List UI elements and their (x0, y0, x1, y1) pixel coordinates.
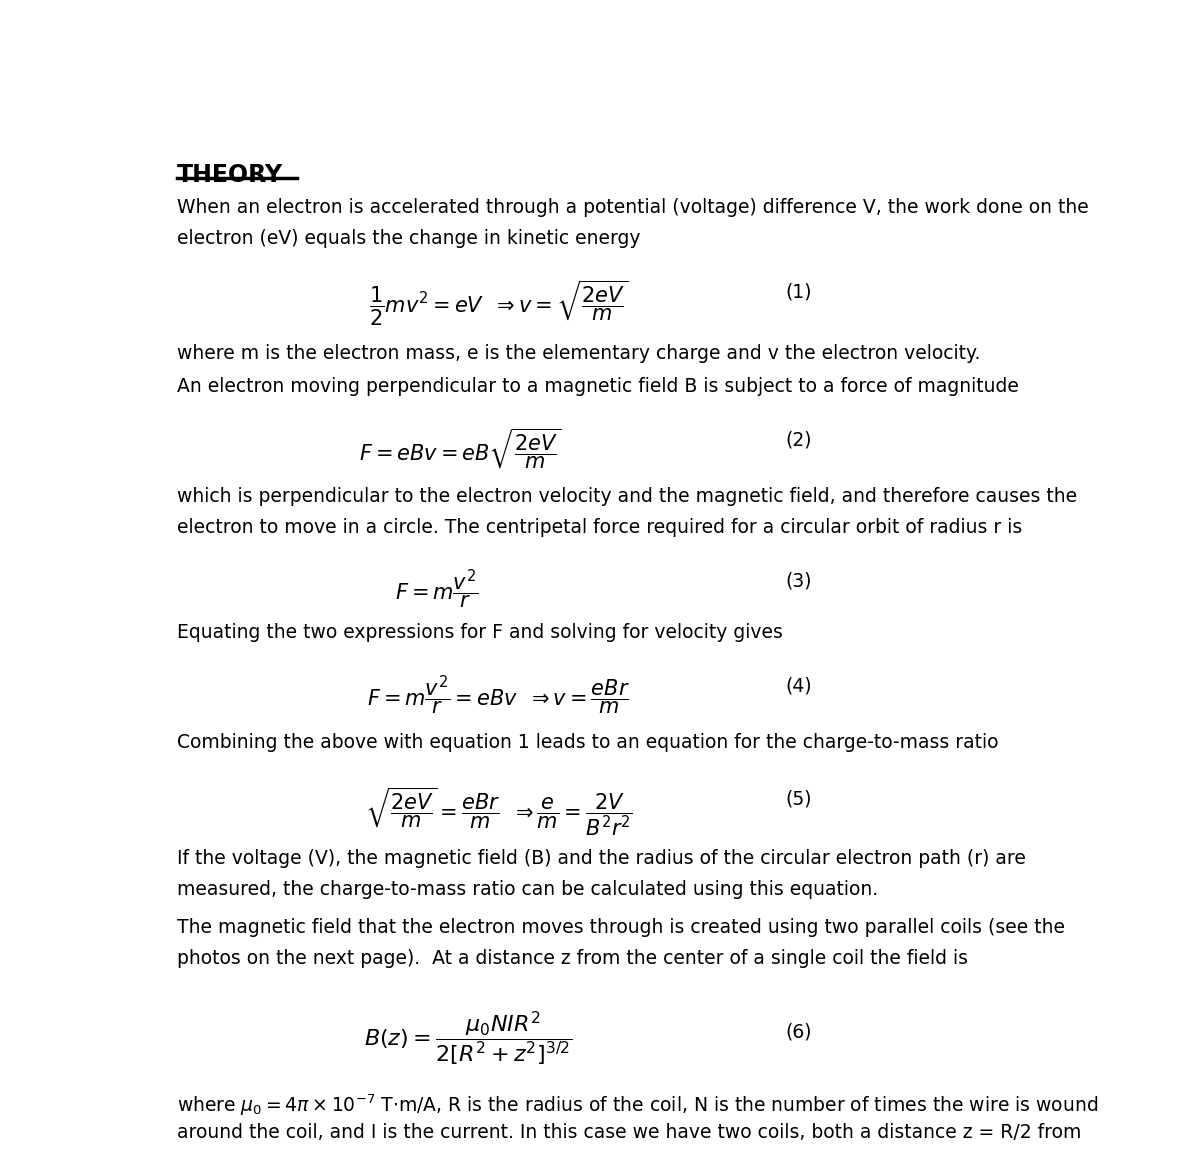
Text: $\dfrac{1}{2}mv^2 = eV \;\;\Rightarrow v = \sqrt{\dfrac{2eV}{m}}$: $\dfrac{1}{2}mv^2 = eV \;\;\Rightarrow v… (368, 279, 629, 328)
Text: $F = m\dfrac{v^2}{r}$: $F = m\dfrac{v^2}{r}$ (395, 568, 479, 612)
Text: where m is the electron mass, e is the elementary charge and v the electron velo: where m is the electron mass, e is the e… (178, 344, 980, 363)
Text: Equating the two expressions for F and solving for velocity gives: Equating the two expressions for F and s… (178, 623, 784, 642)
Text: around the coil, and I is the current. In this case we have two coils, both a di: around the coil, and I is the current. I… (178, 1122, 1081, 1142)
Text: photos on the next page).  At a distance z from the center of a single coil the : photos on the next page). At a distance … (178, 949, 968, 968)
Text: electron (eV) equals the change in kinetic energy: electron (eV) equals the change in kinet… (178, 229, 641, 248)
Text: measured, the charge-to-mass ratio can be calculated using this equation.: measured, the charge-to-mass ratio can b… (178, 880, 878, 898)
Text: $B(z) = \dfrac{\mu_0 NIR^2}{2\left[R^2 + z^2\right]^{3/2}}$: $B(z) = \dfrac{\mu_0 NIR^2}{2\left[R^2 +… (364, 1009, 572, 1067)
Text: (6): (6) (786, 1022, 812, 1042)
Text: $F = m\dfrac{v^2}{r} = eBv \;\;\Rightarrow v = \dfrac{eBr}{m}$: $F = m\dfrac{v^2}{r} = eBv \;\;\Rightarr… (367, 673, 630, 716)
Text: THEORY: THEORY (178, 162, 283, 186)
Text: The magnetic field that the electron moves through is created using two parallel: The magnetic field that the electron mov… (178, 918, 1066, 937)
Text: which is perpendicular to the electron velocity and the magnetic field, and ther: which is perpendicular to the electron v… (178, 486, 1078, 506)
Text: If the voltage (V), the magnetic field (B) and the radius of the circular electr: If the voltage (V), the magnetic field (… (178, 849, 1026, 868)
Text: (2): (2) (786, 430, 812, 450)
Text: where $\mu_0 = 4\pi \times 10^{-7}$ T$\cdot$m/A, R is the radius of the coil, N : where $\mu_0 = 4\pi \times 10^{-7}$ T$\c… (178, 1092, 1098, 1118)
Text: (4): (4) (786, 677, 812, 696)
Text: (3): (3) (786, 572, 812, 590)
Text: An electron moving perpendicular to a magnetic field B is subject to a force of : An electron moving perpendicular to a ma… (178, 377, 1019, 396)
Text: Combining the above with equation 1 leads to an equation for the charge-to-mass : Combining the above with equation 1 lead… (178, 734, 998, 752)
Text: (1): (1) (786, 283, 812, 301)
Text: When an electron is accelerated through a potential (voltage) difference V, the : When an electron is accelerated through … (178, 198, 1088, 217)
Text: (5): (5) (786, 789, 812, 808)
Text: $F = eBv = eB\sqrt{\dfrac{2eV}{m}}$: $F = eBv = eB\sqrt{\dfrac{2eV}{m}}$ (359, 427, 562, 471)
Text: $\sqrt{\dfrac{2eV}{m}} = \dfrac{eBr}{m} \;\;\Rightarrow \dfrac{e}{m} = \dfrac{2V: $\sqrt{\dfrac{2eV}{m}} = \dfrac{eBr}{m} … (365, 785, 632, 838)
Text: electron to move in a circle. The centripetal force required for a circular orbi: electron to move in a circle. The centri… (178, 518, 1022, 537)
